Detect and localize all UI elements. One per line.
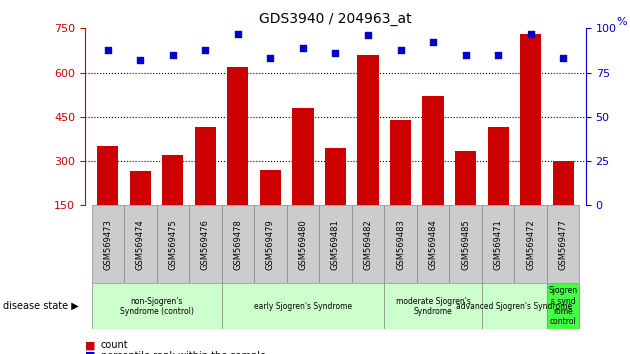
Point	[363, 33, 373, 38]
Text: GSM569481: GSM569481	[331, 219, 340, 270]
Bar	[325, 148, 346, 205]
Point	[525, 31, 536, 36]
Bar	[482, 283, 547, 329]
Text: GSM569485: GSM569485	[461, 219, 470, 270]
Text: GSM569477: GSM569477	[559, 219, 568, 270]
Text: GSM569474: GSM569474	[136, 219, 145, 270]
Text: GSM569480: GSM569480	[299, 219, 307, 270]
Bar	[227, 67, 248, 205]
Text: GSM569471: GSM569471	[493, 219, 503, 270]
Bar	[553, 161, 574, 205]
Text: GSM569476: GSM569476	[201, 219, 210, 270]
Bar	[384, 205, 417, 283]
Text: %: %	[616, 17, 627, 27]
Bar	[124, 205, 157, 283]
Bar	[287, 205, 319, 283]
Text: non-Sjogren's
Syndrome (control): non-Sjogren's Syndrome (control)	[120, 297, 193, 316]
Bar	[292, 108, 314, 205]
Text: disease state ▶: disease state ▶	[3, 301, 79, 311]
Bar	[455, 151, 476, 205]
Text: percentile rank within the sample: percentile rank within the sample	[101, 351, 266, 354]
Point	[461, 52, 471, 58]
Text: GSM569475: GSM569475	[168, 219, 178, 270]
Text: Sjogren
s synd
rome
control: Sjogren s synd rome control	[549, 286, 578, 326]
Text: count: count	[101, 340, 129, 350]
Point	[103, 47, 113, 52]
Bar	[195, 127, 216, 205]
Bar	[260, 170, 281, 205]
Text: GSM569472: GSM569472	[526, 219, 535, 270]
Text: advanced Sjogren's Syndrome: advanced Sjogren's Syndrome	[456, 302, 573, 311]
Text: early Sjogren's Syndrome: early Sjogren's Syndrome	[254, 302, 352, 311]
Bar	[520, 34, 541, 205]
Bar	[130, 171, 151, 205]
Bar	[189, 205, 222, 283]
Bar	[417, 205, 449, 283]
Bar	[163, 155, 183, 205]
Text: GSM569484: GSM569484	[428, 219, 438, 270]
Point	[168, 52, 178, 58]
Point	[493, 52, 503, 58]
Bar	[547, 283, 580, 329]
Point	[428, 40, 438, 45]
Text: GSM569482: GSM569482	[364, 219, 372, 270]
Text: GSM569473: GSM569473	[103, 219, 112, 270]
Bar	[357, 55, 379, 205]
Text: ■: ■	[85, 351, 96, 354]
Title: GDS3940 / 204963_at: GDS3940 / 204963_at	[259, 12, 412, 26]
Point	[265, 56, 275, 61]
Point	[396, 47, 406, 52]
Bar	[91, 283, 222, 329]
Text: ■: ■	[85, 340, 96, 350]
Bar	[488, 127, 508, 205]
Bar	[449, 205, 482, 283]
Point	[558, 56, 568, 61]
Bar	[222, 205, 254, 283]
Point	[135, 57, 146, 63]
Text: GSM569483: GSM569483	[396, 219, 405, 270]
Bar	[547, 205, 580, 283]
Bar	[222, 283, 384, 329]
Bar	[390, 120, 411, 205]
Bar	[97, 146, 118, 205]
Point	[233, 31, 243, 36]
Point	[331, 50, 341, 56]
Bar	[482, 205, 514, 283]
Text: moderate Sjogren's
Syndrome: moderate Sjogren's Syndrome	[396, 297, 471, 316]
Point	[298, 45, 308, 51]
Bar	[423, 96, 444, 205]
Bar	[157, 205, 189, 283]
Bar	[352, 205, 384, 283]
Bar	[254, 205, 287, 283]
Bar	[514, 205, 547, 283]
Text: GSM569478: GSM569478	[233, 219, 243, 270]
Bar	[91, 205, 124, 283]
Point	[200, 47, 210, 52]
Bar	[319, 205, 352, 283]
Text: GSM569479: GSM569479	[266, 219, 275, 270]
Bar	[384, 283, 482, 329]
